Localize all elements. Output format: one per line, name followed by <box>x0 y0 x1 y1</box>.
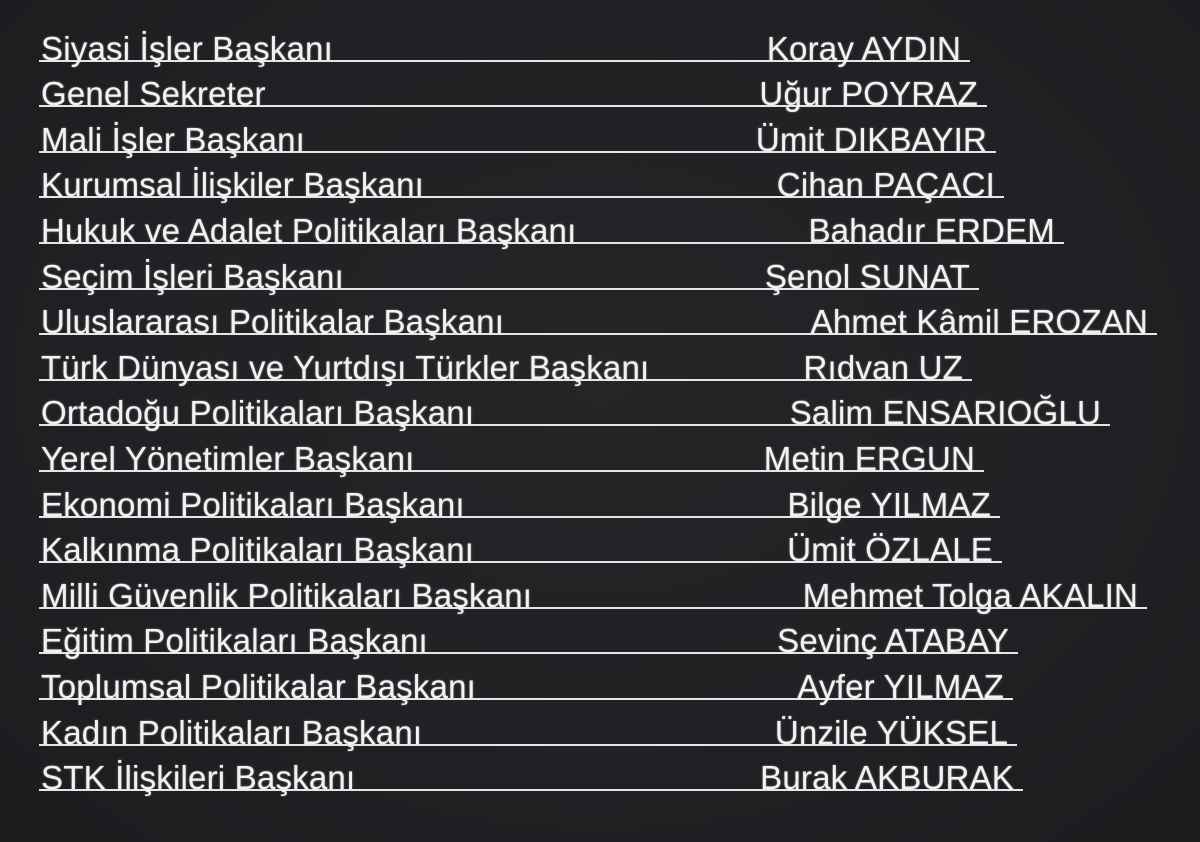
table-row: Mali İşler Başkanı Ümit DIKBAYIR <box>39 107 996 158</box>
table-row: Kalkınma Politikaları Başkanı Ümit ÖZLAL… <box>39 518 1002 568</box>
role-title: Kadın Politikaları Başkanı <box>41 713 423 751</box>
person-name: Rıdvan UZ <box>803 348 963 386</box>
table-row: Ortadoğu Politikaları Başkanı Salim ENSA… <box>39 381 1110 431</box>
person-name: Burak AKBURAK <box>760 759 1014 797</box>
person-name: Metin ERGUN <box>763 439 975 477</box>
role-title: Uluslararası Politikalar Başkanı <box>41 303 505 341</box>
role-title: Genel Sekreter <box>41 75 266 113</box>
person-name: Ahmet Kâmil EROZAN <box>810 303 1148 341</box>
table-row: Hukuk ve Adalet Politikaları Başkanı Bah… <box>39 198 1064 249</box>
role-title: Ortadoğu Politikaları Başkanı <box>41 394 475 432</box>
table-row: Milli Güvenlik Politikaları Başkanı Mehm… <box>39 563 1147 614</box>
role-title: Seçim İşleri Başkanı <box>41 257 344 295</box>
table-row: Ekonomi Politikaları Başkanı Bilge YILMA… <box>39 472 1000 523</box>
table-row: Eğitim Politikaları Başkanı Sevinç ATABA… <box>39 609 1018 659</box>
person-name: Cihan PAÇACI <box>776 166 995 204</box>
role-title: Kalkınma Politikaları Başkanı <box>41 531 475 569</box>
table-row: Genel Sekreter Uğur POYRAZ <box>39 62 987 112</box>
role-title: Toplumsal Politikalar Başkanı <box>41 667 476 705</box>
person-name: Salim ENSARIOĞLU <box>789 394 1101 432</box>
person-name: Ünzile YÜKSEL <box>774 713 1008 751</box>
role-title: Mali İşler Başkanı <box>41 120 306 158</box>
role-title: STK İlişkileri Başkanı <box>41 759 356 797</box>
person-name: Şenol SUNAT <box>764 257 970 295</box>
table-row: Türk Dünyası ve Yurtdışı Türkler Başkanı… <box>39 335 972 386</box>
role-title: Hukuk ve Adalet Politikaları Başkanı <box>41 211 577 249</box>
person-name: Ayfer YILMAZ <box>797 667 1004 705</box>
person-name: Koray AYDIN <box>766 29 961 67</box>
role-title: Siyasi İşler Başkanı <box>41 29 333 67</box>
person-name: Bahadır ERDEM <box>808 211 1055 249</box>
officials-roster: Siyasi İşler Başkanı Koray AYDIN Genel S… <box>39 16 1157 796</box>
table-row: Uluslararası Politikalar Başkanı Ahmet K… <box>39 290 1157 340</box>
person-name: Bilge YILMAZ <box>787 485 991 523</box>
table-row: Siyasi İşler Başkanı Koray AYDIN <box>39 16 970 67</box>
table-row: Toplumsal Politikalar Başkanı Ayfer YILM… <box>39 654 1013 705</box>
table-row: STK İlişkileri Başkanı Burak AKBURAK <box>39 746 1023 796</box>
person-name: Ümit ÖZLALE <box>787 531 993 569</box>
role-title: Türk Dünyası ve Yurtdışı Türkler Başkanı <box>41 348 650 386</box>
role-title: Eğitim Politikaları Başkanı <box>41 622 428 660</box>
role-title: Ekonomi Politikaları Başkanı <box>41 485 465 523</box>
table-row: Kadın Politikaları Başkanı Ünzile YÜKSEL <box>39 700 1017 751</box>
role-title: Milli Güvenlik Politikaları Başkanı <box>41 576 533 614</box>
table-row: Kurumsal İlişkiler Başkanı Cihan PAÇACI <box>39 153 1004 203</box>
role-title: Yerel Yönetimler Başkanı <box>41 439 415 477</box>
role-title: Kurumsal İlişkiler Başkanı <box>41 166 424 204</box>
person-name: Sevinç ATABAY <box>777 622 1009 660</box>
table-row: Yerel Yönetimler Başkanı Metin ERGUN <box>39 426 984 477</box>
person-name: Ümit DIKBAYIR <box>755 120 987 158</box>
table-row: Seçim İşleri Başkanı Şenol SUNAT <box>39 244 979 295</box>
person-name: Mehmet Tolga AKALIN <box>802 576 1138 614</box>
person-name: Uğur POYRAZ <box>759 75 978 113</box>
